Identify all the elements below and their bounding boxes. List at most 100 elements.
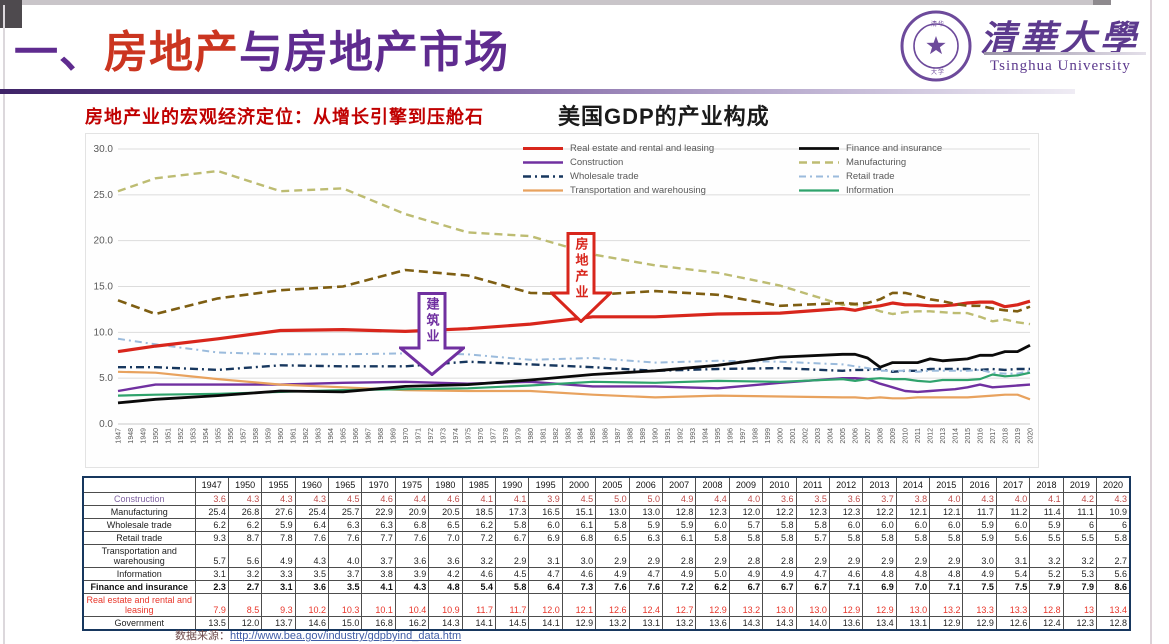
year-column-header: 2015 xyxy=(929,476,964,493)
x-tick-label: 1972 xyxy=(428,428,435,444)
row-label: Retail trade xyxy=(82,531,196,545)
x-tick-label: 2017 xyxy=(990,428,997,444)
y-tick-label: 5.0 xyxy=(99,373,113,384)
table-row: Transportation and warehousing 5.7 5.6 4.9 4… xyxy=(82,544,1131,568)
value-cell: 7.9 xyxy=(194,593,229,617)
value-cell: 7.2 xyxy=(661,580,697,594)
value-cell: 14.0 xyxy=(795,616,830,631)
value-cell: 3.0 xyxy=(962,544,997,568)
value-cell: 26.8 xyxy=(227,505,263,519)
value-cell: 12.8 xyxy=(1029,593,1064,617)
value-cell: 4.9 xyxy=(661,567,697,581)
value-cell: 4.4 xyxy=(394,492,430,506)
value-cell: 2.9 xyxy=(695,544,730,568)
value-cell: 13.6 xyxy=(828,616,864,631)
value-cell: 5.6 xyxy=(995,531,1031,545)
logo-underline xyxy=(984,52,1146,55)
value-cell: 11.7 xyxy=(495,593,530,617)
x-tick-label: 1956 xyxy=(228,428,235,444)
value-cell: 2.9 xyxy=(495,544,530,568)
value-cell: 4.9 xyxy=(595,567,630,581)
x-tick-label: 1959 xyxy=(265,428,272,444)
x-tick-label: 1976 xyxy=(478,428,485,444)
value-cell: 13.0 xyxy=(762,593,797,617)
x-tick-label: 1996 xyxy=(728,428,735,444)
value-cell: 3.6 xyxy=(428,544,463,568)
x-tick-label: 1961 xyxy=(290,428,297,444)
value-cell: 3.2 xyxy=(227,567,263,581)
value-cell: 3.0 xyxy=(561,544,597,568)
legend-label: Retail trade xyxy=(846,171,895,182)
value-cell: 5.0 xyxy=(695,567,730,581)
value-cell: 5.5 xyxy=(1029,531,1064,545)
value-cell: 12.3 xyxy=(1062,616,1098,631)
x-tick-label: 1978 xyxy=(503,428,510,444)
value-cell: 13.3 xyxy=(962,593,997,617)
x-tick-label: 2018 xyxy=(1003,428,1010,444)
year-column-header: 1955 xyxy=(261,476,296,493)
x-tick-label: 1954 xyxy=(203,428,210,444)
year-column-header: 1960 xyxy=(294,476,330,493)
value-cell: 13.0 xyxy=(895,593,931,617)
value-cell: 6.2 xyxy=(227,518,263,532)
x-tick-label: 2005 xyxy=(840,428,847,444)
title-number: 一、 xyxy=(14,28,104,77)
legend-label: Construction xyxy=(570,157,624,168)
value-cell: 5.8 xyxy=(695,531,730,545)
value-cell: 5.6 xyxy=(1096,567,1131,581)
year-column-header: 2006 xyxy=(628,476,663,493)
value-cell: 3.8 xyxy=(895,492,931,506)
value-cell: 14.1 xyxy=(461,616,497,631)
value-cell: 4.3 xyxy=(294,492,330,506)
value-cell: 25.7 xyxy=(328,505,363,519)
value-cell: 3.2 xyxy=(1062,544,1098,568)
value-cell: 4.4 xyxy=(695,492,730,506)
x-tick-label: 1948 xyxy=(128,428,135,444)
value-cell: 4.2 xyxy=(428,567,463,581)
value-cell: 4.6 xyxy=(461,567,497,581)
value-cell: 4.9 xyxy=(762,567,797,581)
value-cell: 4.0 xyxy=(929,492,964,506)
x-tick-label: 1974 xyxy=(453,428,460,444)
x-tick-label: 1992 xyxy=(678,428,685,444)
value-cell: 16.2 xyxy=(394,616,430,631)
source-label: 数据来源： xyxy=(175,630,230,642)
year-column-header: 1965 xyxy=(328,476,363,493)
value-cell: 12.6 xyxy=(595,593,630,617)
value-cell: 10.9 xyxy=(1096,505,1131,519)
value-cell: 3.1 xyxy=(194,567,229,581)
value-cell: 2.9 xyxy=(795,544,830,568)
row-label: Information xyxy=(82,567,196,581)
source-link[interactable]: http://www.bea.gov/industry/gdpbyind_dat… xyxy=(230,630,462,642)
page-title: 一、房地产与房地产市场 xyxy=(14,16,509,80)
value-cell: 15.0 xyxy=(328,616,363,631)
value-cell: 14.3 xyxy=(728,616,764,631)
value-cell: 6.5 xyxy=(595,531,630,545)
row-label: Real estate and rental and leasing xyxy=(82,593,196,617)
value-cell: 9.3 xyxy=(261,593,296,617)
value-cell: 6.7 xyxy=(495,531,530,545)
x-tick-label: 1993 xyxy=(690,428,697,444)
x-tick-label: 1958 xyxy=(253,428,260,444)
value-cell: 2.9 xyxy=(895,544,931,568)
legend-swatch-icon xyxy=(523,147,563,150)
value-cell: 3.9 xyxy=(528,492,563,506)
x-tick-label: 1997 xyxy=(740,428,747,444)
value-cell: 5.8 xyxy=(762,531,797,545)
value-cell: 5.8 xyxy=(495,580,530,594)
value-cell: 6.0 xyxy=(995,518,1031,532)
value-cell: 7.1 xyxy=(828,580,864,594)
value-cell: 2.8 xyxy=(661,544,697,568)
value-cell: 13.7 xyxy=(261,616,296,631)
value-cell: 6.3 xyxy=(628,531,663,545)
legend-item: Wholesale trade xyxy=(522,170,639,183)
year-column-header: 1990 xyxy=(495,476,530,493)
value-cell: 4.5 xyxy=(495,567,530,581)
value-cell: 3.1 xyxy=(261,580,296,594)
value-cell: 7.7 xyxy=(361,531,396,545)
value-cell: 4.9 xyxy=(661,492,697,506)
title-rest: 与房地产市场 xyxy=(239,28,509,77)
value-cell: 4.3 xyxy=(261,492,296,506)
x-tick-label: 1962 xyxy=(303,428,310,444)
